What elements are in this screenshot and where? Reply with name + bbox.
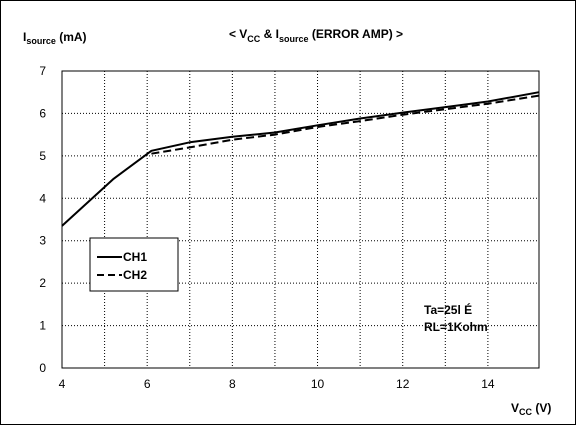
title-sub1: CC [247, 34, 260, 44]
y-tick-label: 7 [39, 64, 46, 78]
x-label-sub: CC [519, 407, 532, 417]
y-label-sub: source [26, 36, 56, 46]
title-prefix: < V [229, 27, 247, 41]
x-tick-label: 12 [396, 377, 410, 391]
legend: CH1 CH2 [89, 237, 179, 292]
plot-area [61, 70, 540, 369]
y-label-main: I [23, 30, 26, 44]
x-axis-label: VCC (V) [511, 401, 551, 417]
y-tick-label: 5 [39, 149, 46, 163]
x-tick-label: 8 [229, 377, 236, 391]
title-suffix: (ERROR AMP) > [308, 27, 403, 41]
x-label-unit: (V) [532, 401, 551, 415]
y-tick-label: 2 [39, 276, 46, 290]
chart-title: < VCC & Isource (ERROR AMP) > [229, 27, 403, 44]
annotation-temperature: Ta=25l É [424, 302, 472, 317]
x-tick-label: 6 [144, 377, 151, 391]
x-tick-label: 14 [481, 377, 495, 391]
y-tick-label: 3 [39, 234, 46, 248]
legend-label-ch2: CH2 [123, 268, 147, 282]
series-line-ch1 [61, 91, 540, 227]
series-line-ch2 [151, 94, 540, 155]
y-tick-label: 0 [39, 361, 46, 375]
title-sub2: source [279, 34, 309, 44]
legend-label-ch1: CH1 [123, 250, 147, 264]
y-tick-label: 4 [39, 191, 46, 205]
series-lines [61, 91, 540, 227]
x-tick-label: 10 [311, 377, 325, 391]
legend-box [89, 237, 179, 292]
y-label-unit: (mA) [56, 30, 87, 44]
x-label-main: V [511, 401, 519, 415]
title-mid: & I [260, 27, 279, 41]
y-tick-label: 6 [39, 106, 46, 120]
y-axis-label: Isource (mA) [23, 30, 87, 46]
x-tick-label: 4 [59, 377, 66, 391]
y-tick-label: 1 [39, 319, 46, 333]
annotation-load: RL=1Kohm [424, 320, 488, 334]
